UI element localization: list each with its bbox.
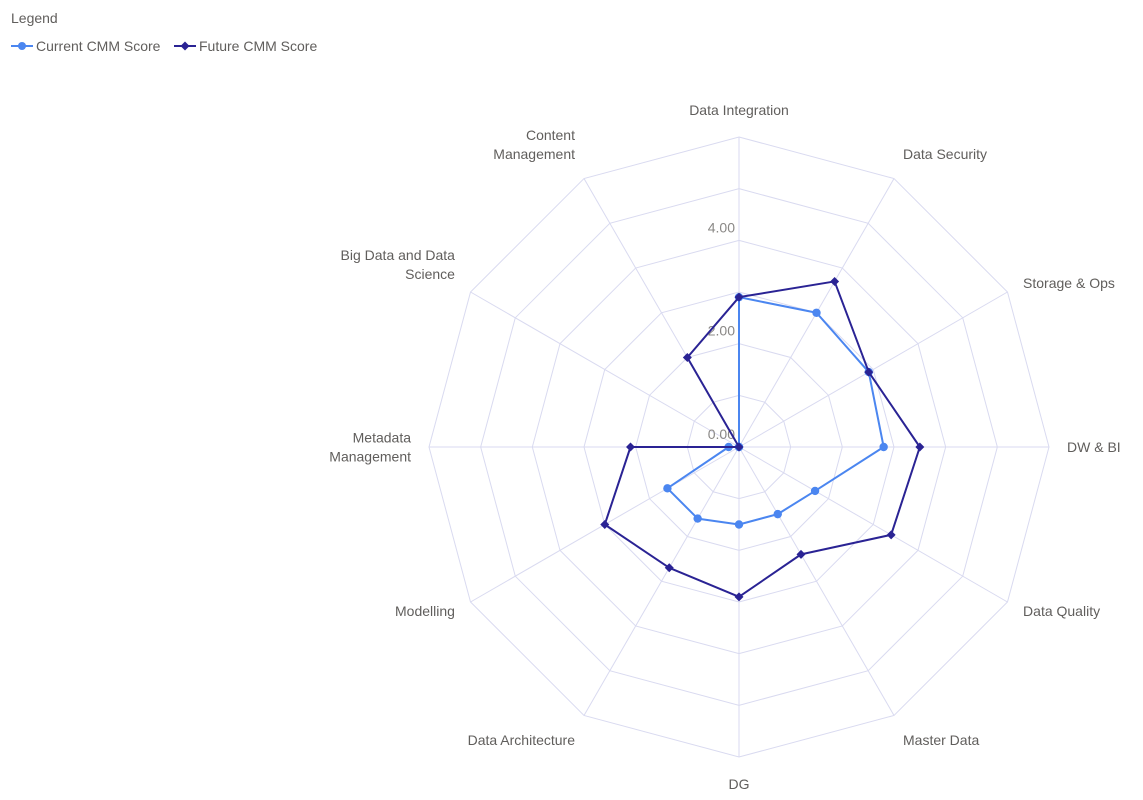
diamond-marker-icon — [174, 41, 196, 51]
circle-marker-icon — [11, 42, 33, 50]
data-point[interactable] — [734, 520, 744, 529]
axis-label-dg: DG — [729, 776, 750, 792]
axis-labels: Data Integration Data Security Storage & O… — [329, 102, 1120, 792]
legend-title: Legend — [11, 10, 58, 26]
data-point[interactable] — [796, 549, 806, 559]
axis-label-dw-bi: DW & BI — [1067, 439, 1121, 455]
axis-label-data-architecture: Data Architecture — [468, 732, 576, 748]
grid-spoke — [738, 446, 895, 716]
axis-label-big-data-and-data-science: Big Data and Data Science — [341, 247, 456, 282]
grid-spoke — [738, 291, 1008, 448]
grid-spoke — [583, 446, 740, 716]
tick-label: 4.00 — [708, 219, 735, 235]
data-point[interactable] — [693, 514, 702, 523]
legend-label-current: Current CMM Score — [36, 38, 161, 54]
radar-grid — [428, 136, 1050, 758]
axis-label-data-quality: Data Quality — [1023, 603, 1100, 619]
data-point[interactable] — [773, 509, 782, 519]
legend-item-current-cmm-score[interactable]: Current CMM Score — [11, 38, 160, 54]
grid-spoke — [738, 446, 1008, 603]
data-point[interactable] — [810, 486, 820, 496]
data-point[interactable] — [734, 592, 744, 602]
axis-label-modelling: Modelling — [395, 603, 455, 619]
data-point[interactable] — [626, 442, 635, 452]
axis-label-master-data: Master Data — [903, 732, 979, 748]
legend-label-future: Future CMM Score — [199, 38, 318, 54]
axis-label-data-integration: Data Integration — [689, 102, 789, 118]
data-point[interactable] — [682, 353, 692, 363]
axis-label-content-management: Content Management — [493, 127, 575, 162]
series-line — [603, 280, 921, 598]
radial-tick-labels: 0.002.004.00 — [708, 219, 735, 442]
legend-item-future-cmm-score[interactable]: Future CMM Score — [174, 38, 317, 54]
series-line — [666, 296, 885, 526]
series-future-cmm-score[interactable] — [600, 276, 925, 602]
data-point[interactable] — [879, 442, 888, 452]
data-point[interactable] — [830, 276, 840, 286]
data-point[interactable] — [864, 367, 874, 377]
tick-label: 2.00 — [708, 323, 735, 339]
series-current-cmm-score[interactable] — [663, 292, 888, 529]
series-layer — [600, 276, 925, 602]
axis-label-storage-ops: Storage & Ops — [1023, 275, 1115, 291]
grid-spoke — [470, 291, 740, 448]
data-point[interactable] — [915, 442, 925, 452]
axis-label-metadata-management: Metadata Management — [329, 430, 411, 465]
axis-label-data-security: Data Security — [903, 146, 987, 162]
data-point[interactable] — [812, 308, 821, 317]
data-point[interactable] — [886, 530, 896, 540]
data-point[interactable] — [663, 484, 672, 493]
data-point[interactable] — [734, 442, 744, 452]
data-point[interactable] — [734, 292, 744, 302]
legend: Legend Current CMM Score Future CMM Scor… — [11, 8, 351, 60]
data-point[interactable] — [664, 563, 674, 573]
data-point[interactable] — [600, 520, 610, 529]
